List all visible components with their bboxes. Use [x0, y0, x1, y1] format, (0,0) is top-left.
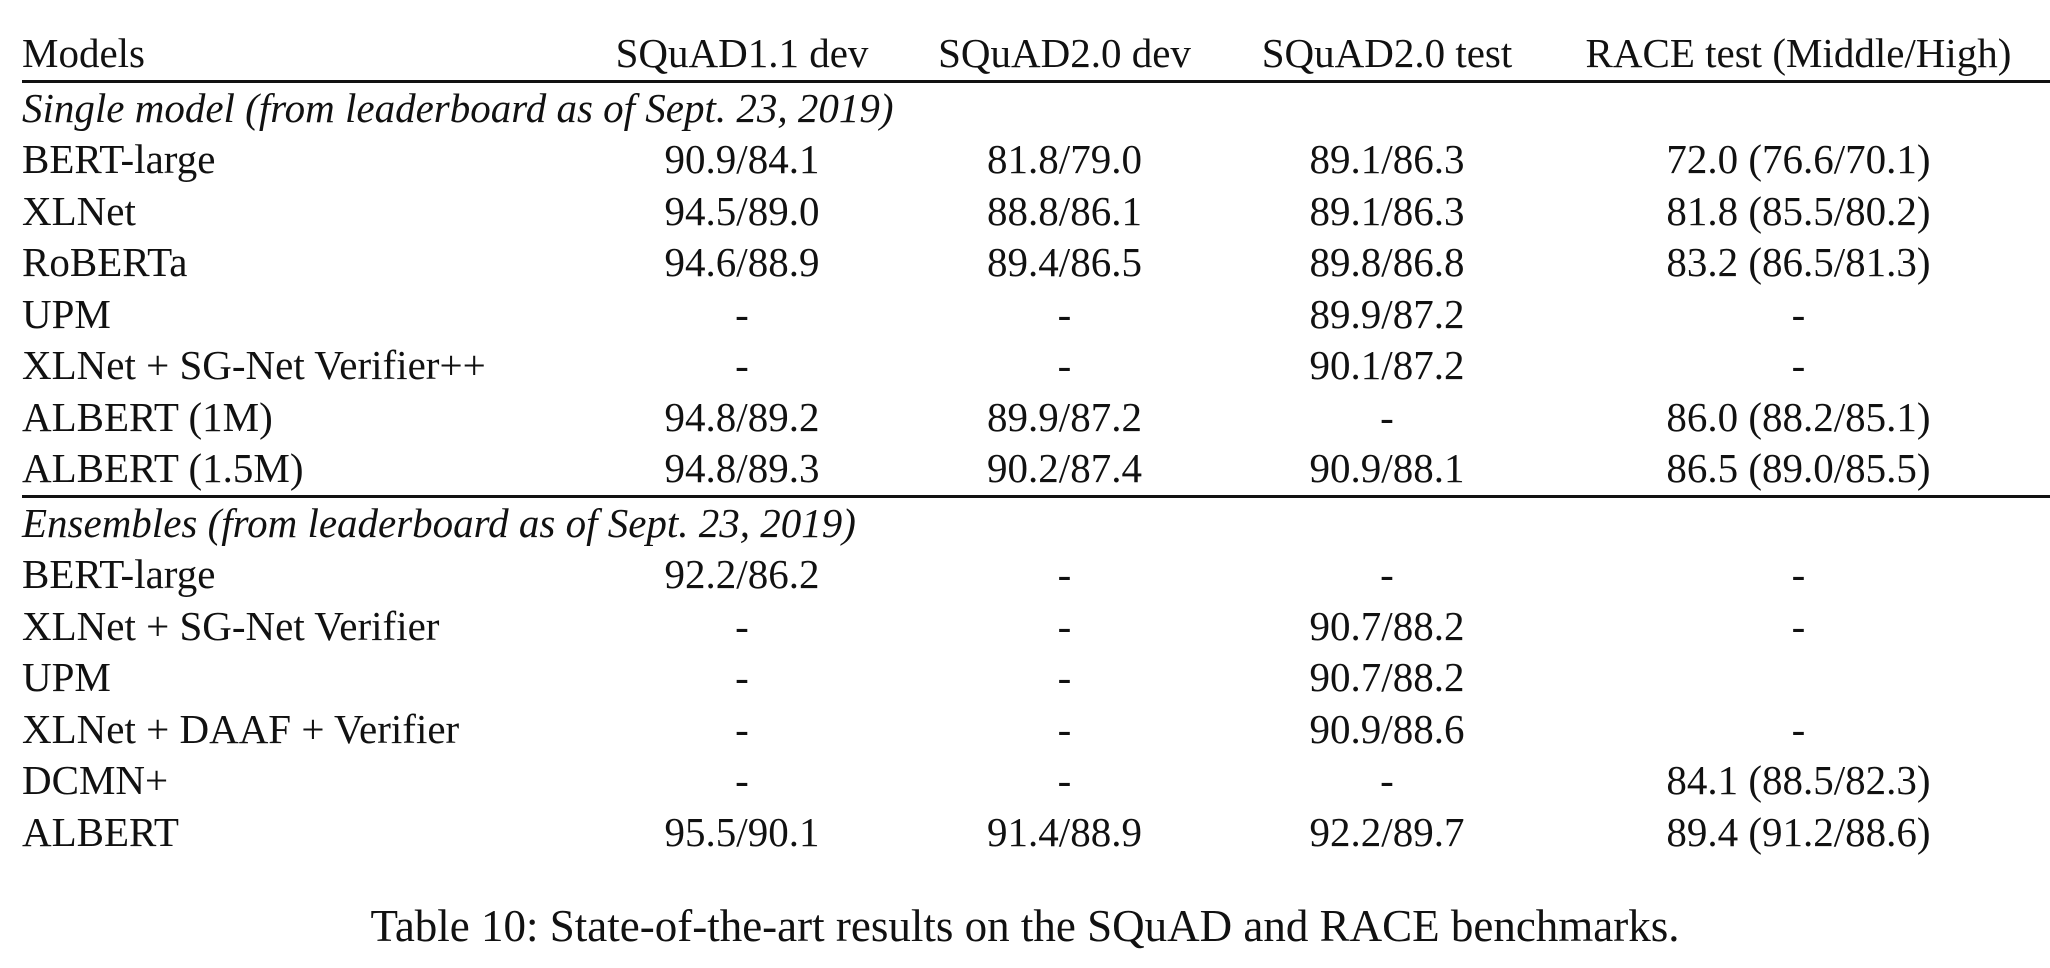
score-cell: - — [1057, 654, 1072, 701]
score-cell: 90.7/88.2 — [1309, 602, 1465, 649]
score-cell: - — [1057, 551, 1072, 598]
model-name-cell: ALBERT (1.5M) — [22, 445, 304, 492]
score-cell: 89.4 (91.2/88.6) — [1666, 808, 1931, 855]
score-cell: - — [1791, 290, 1806, 337]
score-cell — [1547, 652, 2050, 704]
score-cell: 72.0 (76.6/70.1) — [1666, 136, 1931, 183]
table-row: XLNet + SG-Net Verifier++ - - 90.1/87.2 - — [22, 340, 2050, 392]
section-header-row: Single model (from leaderboard as of Sep… — [22, 81, 2050, 134]
score-cell: - — [1057, 602, 1072, 649]
table-body: Single model (from leaderboard as of Sep… — [22, 81, 2050, 858]
header-squad20-test: SQuAD2.0 test — [1227, 28, 1547, 83]
score-cell: 90.2/87.4 — [987, 445, 1142, 492]
model-name-cell: ALBERT (1M) — [22, 393, 273, 440]
score-cell: - — [1380, 551, 1394, 598]
score-cell: - — [1057, 290, 1072, 337]
score-cell: - — [1791, 342, 1806, 389]
score-cell: - — [1380, 393, 1394, 440]
score-cell: - — [1791, 551, 1806, 598]
score-cell: 89.4/86.5 — [987, 239, 1142, 286]
score-cell: - — [1057, 705, 1072, 752]
score-cell: - — [735, 342, 749, 389]
score-cell: 84.1 (88.5/82.3) — [1666, 757, 1931, 804]
results-table-container: Models SQuAD1.1 dev SQuAD2.0 dev SQuAD2.… — [22, 28, 2050, 858]
table-row: XLNet + DAAF + Verifier - - 90.9/88.6 - — [22, 704, 2050, 756]
score-cell: 81.8/79.0 — [987, 136, 1142, 183]
table-row: XLNet + SG-Net Verifier - - 90.7/88.2 - — [22, 601, 2050, 653]
score-cell: 92.2/89.7 — [1309, 808, 1465, 855]
table-row: ALBERT (1M) 94.8/89.2 89.9/87.2 - 86.0 (88.2… — [22, 392, 2050, 444]
header-squad11-dev: SQuAD1.1 dev — [582, 28, 902, 83]
score-cell: 92.2/86.2 — [664, 551, 820, 598]
score-cell: 88.8/86.1 — [987, 187, 1142, 234]
score-cell: - — [735, 654, 749, 701]
table-row: BERT-large 90.9/84.1 81.8/79.0 89.1/86.3 72.… — [22, 134, 2050, 186]
table-row: BERT-large 92.2/86.2 - - - — [22, 549, 2050, 601]
score-cell: 94.5/89.0 — [664, 187, 820, 234]
table-row: DCMN+ - - - 84.1 (88.5/82.3) — [22, 755, 2050, 807]
model-name-cell: ALBERT — [22, 808, 179, 855]
model-name-cell: UPM — [22, 290, 111, 337]
score-cell: - — [735, 290, 749, 337]
score-cell: 95.5/90.1 — [664, 808, 820, 855]
header-row: Models SQuAD1.1 dev SQuAD2.0 dev SQuAD2.… — [22, 28, 2050, 83]
score-cell: 90.9/84.1 — [664, 136, 820, 183]
table-row: XLNet 94.5/89.0 88.8/86.1 89.1/86.3 81.8 (85… — [22, 186, 2050, 238]
score-cell: 81.8 (85.5/80.2) — [1666, 187, 1931, 234]
score-cell: 83.2 (86.5/81.3) — [1666, 239, 1931, 286]
score-cell: - — [1380, 757, 1394, 804]
score-cell: 89.1/86.3 — [1309, 136, 1465, 183]
table-row: ALBERT (1.5M) 94.8/89.3 90.2/87.4 90.9/88.1… — [22, 443, 2050, 496]
score-cell: 90.1/87.2 — [1309, 342, 1465, 389]
score-cell: 89.8/86.8 — [1309, 239, 1465, 286]
score-cell: - — [1057, 757, 1072, 804]
score-cell: 89.9/87.2 — [1309, 290, 1465, 337]
score-cell: 94.8/89.3 — [664, 445, 820, 492]
table-row: ALBERT 95.5/90.1 91.4/88.9 92.2/89.7 89.4 (9… — [22, 807, 2050, 859]
table-row: UPM - - 90.7/88.2 — [22, 652, 2050, 704]
score-cell: - — [735, 757, 749, 804]
score-cell: 94.8/89.2 — [664, 393, 820, 440]
table-caption: Table 10: State-of-the-art results on th… — [370, 901, 1680, 951]
section-title: Ensembles (from leaderboard as of Sept. … — [22, 494, 2050, 549]
results-table: Models SQuAD1.1 dev SQuAD2.0 dev SQuAD2.… — [22, 28, 2050, 858]
model-name-cell: BERT-large — [22, 551, 216, 598]
score-cell: 91.4/88.9 — [987, 808, 1142, 855]
header-models: Models — [22, 28, 582, 83]
score-cell: 86.0 (88.2/85.1) — [1666, 393, 1931, 440]
model-name-cell: XLNet — [22, 187, 136, 234]
score-cell: 89.1/86.3 — [1309, 187, 1465, 234]
score-cell: 86.5 (89.0/85.5) — [1666, 445, 1931, 492]
model-name-cell: DCMN+ — [22, 757, 169, 804]
model-name-cell: UPM — [22, 654, 111, 701]
score-cell: - — [1791, 705, 1806, 752]
score-cell: 89.9/87.2 — [987, 393, 1142, 440]
score-cell: 90.9/88.1 — [1309, 445, 1465, 492]
header-race-test: RACE test (Middle/High) — [1547, 28, 2050, 83]
model-name-cell: XLNet + SG-Net Verifier — [22, 602, 440, 649]
score-cell: - — [1057, 342, 1072, 389]
score-cell: - — [735, 602, 749, 649]
model-name-cell: XLNet + SG-Net Verifier++ — [22, 342, 486, 389]
section-header-row: Ensembles (from leaderboard as of Sept. … — [22, 494, 2050, 549]
model-name-cell: BERT-large — [22, 136, 216, 183]
section-title: Single model (from leaderboard as of Sep… — [22, 84, 894, 131]
model-name-cell: RoBERTa — [22, 239, 188, 286]
table-row: RoBERTa 94.6/88.9 89.4/86.5 89.8/86.8 83.2 (… — [22, 237, 2050, 289]
score-cell: - — [1791, 602, 1806, 649]
score-cell: - — [735, 705, 749, 752]
score-cell: 90.9/88.6 — [1309, 705, 1465, 752]
score-cell: 90.7/88.2 — [1309, 654, 1465, 701]
header-squad20-dev: SQuAD2.0 dev — [902, 28, 1227, 83]
table-row: UPM - - 89.9/87.2 - — [22, 289, 2050, 341]
model-name-cell: XLNet + DAAF + Verifier — [22, 705, 460, 752]
score-cell: 94.6/88.9 — [664, 239, 820, 286]
